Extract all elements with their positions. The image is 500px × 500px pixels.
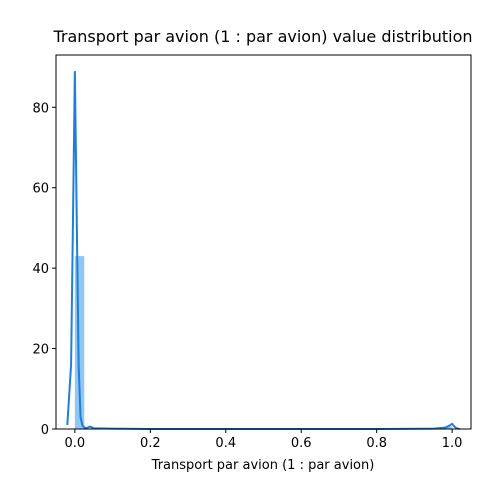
x-tick-label-0: 0.0 [65,436,86,451]
x-axis-label: Transport par avion (1 : par avion) [151,458,375,473]
y-tick-label-3: 60 [32,182,49,197]
y-tick-label-4: 80 [32,101,49,116]
x-tick-label-2: 0.4 [215,436,236,451]
plot-frame [55,54,472,430]
x-tick-label-4: 0.8 [366,436,387,451]
histogram-bars [74,256,453,429]
histogram-bar-0 [74,256,85,429]
x-axis-ticks: 0.0 0.2 0.4 0.6 0.8 1.0 [65,429,463,451]
kde-curve [66,71,460,430]
y-axis-ticks: 0 20 40 60 80 [32,101,56,438]
x-tick-label-1: 0.2 [140,436,161,451]
chart-title: Transport par avion (1 : par avion) valu… [52,27,472,46]
plot-area [55,54,472,430]
y-tick-label-0: 0 [41,423,49,438]
x-tick-label-3: 0.6 [291,436,312,451]
y-tick-label-2: 40 [32,262,49,277]
x-tick-label-5: 1.0 [442,436,463,451]
histogram-bar-1 [442,426,453,429]
y-tick-label-1: 20 [32,343,49,358]
